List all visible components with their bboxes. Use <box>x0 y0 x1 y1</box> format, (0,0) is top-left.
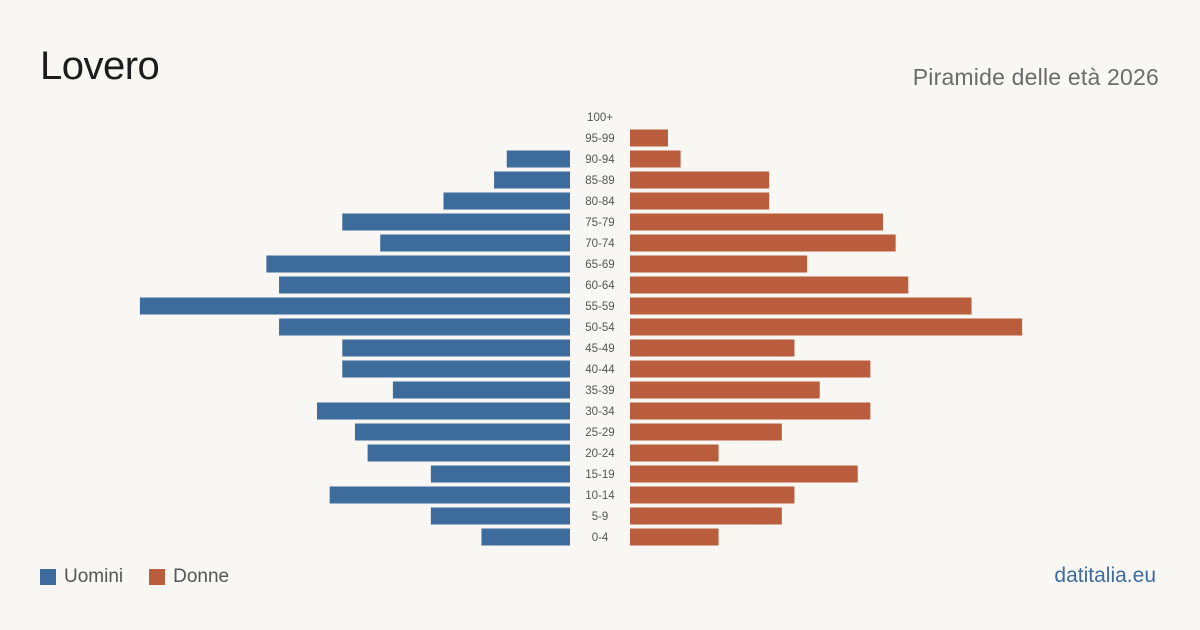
bar-women-0-4 <box>630 528 719 546</box>
bar-men-75-79 <box>342 213 570 231</box>
bar-men-10-14 <box>329 486 570 504</box>
chart-subtitle: Piramide delle età 2026 <box>912 64 1159 90</box>
age-label-85-89: 85-89 <box>585 175 614 187</box>
age-label-50-54: 50-54 <box>585 322 615 334</box>
age-label-55-59: 55-59 <box>585 301 614 313</box>
bar-women-30-34 <box>630 402 871 420</box>
bar-women-10-14 <box>630 486 795 504</box>
bar-men-40-44 <box>342 360 570 378</box>
age-label-0-4: 0-4 <box>592 532 609 544</box>
bar-women-25-29 <box>630 423 782 441</box>
bar-women-40-44 <box>630 360 871 378</box>
chart-legend: Uomini Donne <box>40 566 255 588</box>
age-label-90-94: 90-94 <box>585 154 615 166</box>
legend-item-men: Uomini <box>40 566 123 588</box>
bar-men-20-24 <box>367 444 570 462</box>
age-label-35-39: 35-39 <box>585 385 614 397</box>
bar-men-0-4 <box>481 528 570 546</box>
age-label-65-69: 65-69 <box>585 259 614 271</box>
bar-men-35-39 <box>392 381 570 399</box>
legend-label-women: Donne <box>173 566 230 587</box>
age-label-60-64: 60-64 <box>585 280 615 292</box>
bar-women-60-64 <box>630 276 909 294</box>
bar-men-50-54 <box>279 318 570 336</box>
bar-women-80-84 <box>630 192 770 210</box>
bar-women-45-49 <box>630 339 795 357</box>
age-label-25-29: 25-29 <box>585 427 614 439</box>
bar-men-80-84 <box>443 192 570 210</box>
age-label-40-44: 40-44 <box>585 364 615 376</box>
age-label-80-84: 80-84 <box>585 196 615 208</box>
brand-link[interactable]: datitalia.eu <box>1054 564 1156 587</box>
age-label-5-9: 5-9 <box>592 511 609 523</box>
bar-men-45-49 <box>342 339 570 357</box>
bar-women-20-24 <box>630 444 719 462</box>
bar-women-65-69 <box>630 255 808 273</box>
legend-label-men: Uomini <box>64 566 124 587</box>
bar-women-70-74 <box>630 234 896 252</box>
bar-men-5-9 <box>430 507 570 525</box>
page-title: Lovero <box>40 44 160 88</box>
age-label-15-19: 15-19 <box>585 469 614 481</box>
age-label-10-14: 10-14 <box>585 490 615 502</box>
age-label-70-74: 70-74 <box>585 238 615 250</box>
age-label-30-34: 30-34 <box>585 406 615 418</box>
legend-swatch-women <box>149 569 166 585</box>
legend-swatch-men <box>40 569 56 585</box>
bar-men-70-74 <box>380 234 570 252</box>
bar-women-35-39 <box>630 381 820 399</box>
legend-item-women: Donne <box>149 566 229 588</box>
age-label-100+: 100+ <box>587 112 613 124</box>
bar-men-65-69 <box>266 255 570 273</box>
bar-men-85-89 <box>494 171 570 189</box>
age-label-45-49: 45-49 <box>585 343 614 355</box>
bar-women-5-9 <box>630 507 782 525</box>
bar-women-15-19 <box>630 465 858 483</box>
bar-women-50-54 <box>630 318 1023 336</box>
bar-women-85-89 <box>630 171 770 189</box>
bar-women-90-94 <box>630 150 681 168</box>
bar-men-60-64 <box>279 276 570 294</box>
age-label-95-99: 95-99 <box>585 133 614 145</box>
bar-men-90-94 <box>506 150 570 168</box>
bar-men-15-19 <box>430 465 570 483</box>
bar-women-75-79 <box>630 213 883 231</box>
bar-men-25-29 <box>354 423 570 441</box>
age-label-20-24: 20-24 <box>585 448 615 460</box>
bar-men-30-34 <box>317 402 570 420</box>
bar-women-95-99 <box>630 129 668 147</box>
age-label-75-79: 75-79 <box>585 217 614 229</box>
bar-men-55-59 <box>139 297 570 315</box>
bar-women-55-59 <box>630 297 972 315</box>
